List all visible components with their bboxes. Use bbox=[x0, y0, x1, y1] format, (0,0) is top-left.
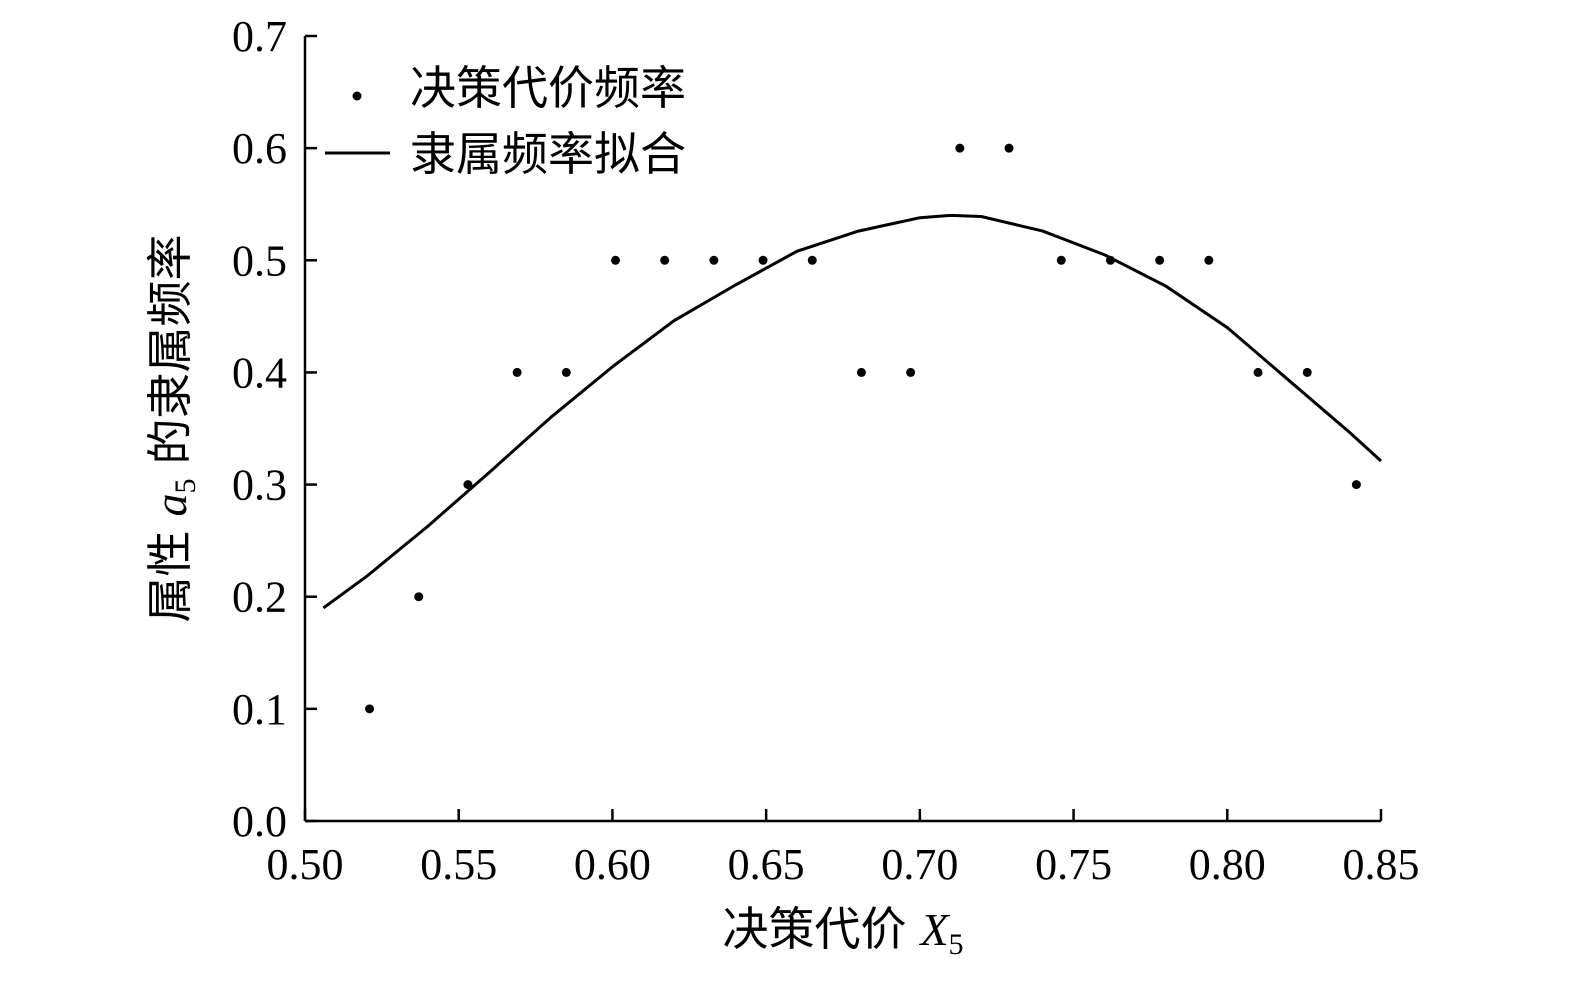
axes: 0.50 0.55 0.60 0.65 0.70 0.75 0.80 0.85 0.00.10… bbox=[232, 12, 1420, 889]
scatter-point bbox=[906, 367, 916, 377]
y-tick-label: 0.5 bbox=[232, 236, 287, 285]
fit-line bbox=[322, 213, 1383, 610]
scatter-point bbox=[807, 255, 817, 265]
scatter-point bbox=[463, 480, 473, 490]
scatter-point bbox=[611, 255, 621, 265]
scatter-point bbox=[660, 255, 670, 265]
scatter-point bbox=[758, 255, 768, 265]
y-tick-label: 0.6 bbox=[232, 124, 287, 173]
x-tick-label: 0.70 bbox=[881, 840, 958, 889]
scatter-point bbox=[561, 367, 571, 377]
scatter-points bbox=[365, 143, 1361, 714]
legend: 决策代价频率 隶属频率拟合 bbox=[325, 63, 686, 180]
y-tick-label: 0.4 bbox=[232, 348, 287, 397]
scatter-point bbox=[1253, 367, 1263, 377]
y-tick-label: 0.3 bbox=[232, 461, 287, 510]
scatter-point bbox=[1204, 255, 1214, 265]
scatter-point bbox=[512, 367, 522, 377]
scatter-point bbox=[856, 367, 866, 377]
y-tick-label: 0.1 bbox=[232, 685, 287, 734]
legend-dot-marker bbox=[352, 91, 362, 101]
x-tick-label: 0.55 bbox=[420, 840, 497, 889]
x-tick-label: 0.85 bbox=[1343, 840, 1420, 889]
y-ticks: 0.0 0.1 0.2 0.3 0.4 0.5 0.6 0.7 bbox=[232, 12, 317, 846]
x-tick-label: 0.80 bbox=[1189, 840, 1266, 889]
x-tick-label: 0.60 bbox=[574, 840, 651, 889]
scatter-point bbox=[1155, 255, 1165, 265]
scatter-point bbox=[709, 255, 719, 265]
legend-label-scatter: 决策代价频率 bbox=[410, 63, 686, 114]
x-tick-label: 0.75 bbox=[1035, 840, 1112, 889]
scatter-point bbox=[1105, 255, 1115, 265]
scatter-point bbox=[414, 592, 424, 602]
x-ticks: 0.50 0.55 0.60 0.65 0.70 0.75 0.80 0.85 bbox=[267, 809, 1420, 889]
y-tick-label: 0.7 bbox=[232, 12, 287, 61]
scatter-point bbox=[1351, 480, 1361, 490]
x-axis-title: 决策代价 X5 bbox=[722, 904, 963, 961]
scatter-point bbox=[955, 143, 965, 153]
scatter-point bbox=[1302, 367, 1312, 377]
scatter-point bbox=[1004, 143, 1014, 153]
x-tick-label: 0.50 bbox=[267, 840, 344, 889]
scatter-point bbox=[1056, 255, 1066, 265]
x-tick-label: 0.65 bbox=[728, 840, 805, 889]
plot-area bbox=[322, 143, 1383, 714]
y-tick-label: 0.0 bbox=[232, 797, 287, 846]
scatter-point bbox=[365, 704, 375, 714]
y-axis-title: 属性a5的隶属频率 bbox=[145, 235, 202, 623]
y-tick-label: 0.2 bbox=[232, 573, 287, 622]
legend-label-fit: 隶属频率拟合 bbox=[410, 129, 686, 180]
